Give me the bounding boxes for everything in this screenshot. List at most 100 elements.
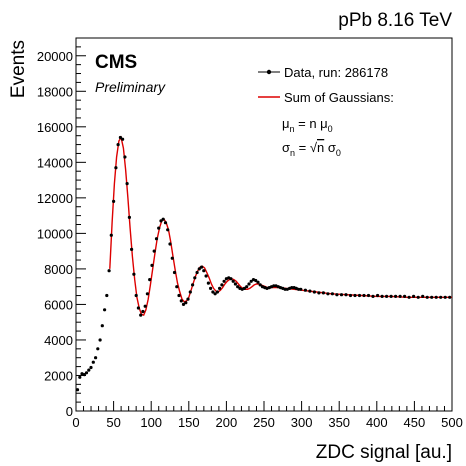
- data-point: [139, 313, 143, 317]
- y-tick-label: 16000: [37, 120, 73, 135]
- data-point: [211, 290, 215, 294]
- data-point: [177, 293, 181, 298]
- x-tick-label: 50: [106, 415, 120, 430]
- data-point: [152, 249, 156, 253]
- data-point: [132, 272, 136, 276]
- data-point: [385, 294, 389, 298]
- y-tick-label: 14000: [37, 155, 73, 170]
- data-point: [89, 365, 93, 370]
- y-tick-label: 12000: [37, 191, 73, 206]
- data-point: [303, 288, 307, 292]
- data-point: [233, 282, 237, 286]
- data-point: [103, 308, 107, 312]
- data-point: [245, 285, 249, 289]
- data-point: [179, 299, 183, 303]
- data-point: [123, 155, 127, 159]
- data-point: [116, 143, 120, 147]
- data-point: [121, 137, 125, 141]
- data-point: [78, 375, 82, 379]
- status-label: Preliminary: [95, 79, 166, 95]
- data-point: [254, 278, 258, 283]
- y-tick-label: 10000: [37, 226, 73, 241]
- data-point: [157, 226, 161, 230]
- data-point: [94, 356, 98, 360]
- x-tick-label: 450: [404, 415, 426, 430]
- y-tick-label: 4000: [44, 333, 73, 348]
- data-point: [229, 277, 233, 281]
- data-point: [389, 294, 393, 298]
- data-point: [168, 242, 172, 246]
- x-tick-label: 350: [328, 415, 350, 430]
- data-point: [213, 292, 217, 296]
- data-point: [181, 302, 186, 306]
- data-point: [344, 293, 348, 297]
- y-tick-label: 8000: [44, 262, 73, 277]
- data-point: [236, 285, 240, 289]
- data-point: [290, 286, 294, 290]
- data-point: [206, 281, 210, 285]
- y-tick-label: 20000: [37, 49, 73, 64]
- data-point: [330, 292, 334, 296]
- experiment-label: CMS: [95, 52, 137, 73]
- data-point: [91, 360, 95, 364]
- data-point: [308, 289, 312, 293]
- data-point: [348, 293, 353, 298]
- data-point: [317, 291, 321, 295]
- data-point: [170, 256, 174, 260]
- data-point: [448, 295, 452, 299]
- data-point: [220, 283, 224, 287]
- data-point: [109, 233, 113, 237]
- data-point: [371, 294, 375, 298]
- data-point: [209, 286, 213, 290]
- x-tick-label: 150: [178, 415, 200, 430]
- data-point: [114, 166, 118, 170]
- data-point: [130, 247, 134, 251]
- data-point: [84, 371, 89, 375]
- data-point: [134, 293, 138, 298]
- data-point: [416, 295, 420, 299]
- data-point: [191, 283, 195, 287]
- x-tick-label: 500: [441, 415, 463, 430]
- data-point: [366, 293, 371, 298]
- legend-data-label: Data, run: 286178: [284, 65, 388, 80]
- data-point: [96, 347, 100, 351]
- data-point: [425, 295, 429, 299]
- data-point: [175, 285, 179, 289]
- data-point: [215, 290, 219, 294]
- data-point: [312, 290, 316, 294]
- data-point: [231, 279, 235, 283]
- data-point: [148, 278, 152, 282]
- legend-fit-label: Sum of Gaussians:: [284, 90, 394, 105]
- legend: Data, run: 286178 Sum of Gaussians: μn =…: [258, 65, 394, 158]
- x-tick-label: 250: [253, 415, 275, 430]
- x-axis-label: ZDC signal [au.]: [316, 442, 452, 463]
- data-point: [258, 283, 262, 287]
- data-layer: [75, 135, 452, 392]
- data-point: [362, 293, 366, 298]
- data-point: [353, 293, 357, 298]
- data-point: [357, 293, 362, 298]
- data-point: [297, 287, 301, 291]
- legend-data-marker: [266, 69, 272, 75]
- x-tick-label: 400: [366, 415, 388, 430]
- data-point: [403, 294, 407, 298]
- energy-label: pPb 8.16 TeV: [338, 10, 452, 31]
- data-point: [247, 282, 251, 286]
- x-tick-label: 300: [291, 415, 313, 430]
- data-point: [184, 301, 188, 305]
- data-point: [193, 276, 197, 280]
- data-point: [434, 295, 438, 299]
- data-point: [188, 290, 192, 294]
- data-point: [218, 286, 222, 290]
- data-point: [172, 270, 177, 275]
- data-point: [112, 199, 116, 203]
- data-point: [299, 287, 303, 291]
- y-tick-label: 2000: [44, 368, 73, 383]
- data-point: [161, 217, 165, 221]
- data-point: [376, 293, 380, 298]
- y-tick-label: 0: [66, 404, 73, 419]
- data-point: [107, 269, 111, 273]
- data-point: [412, 294, 416, 298]
- data-point: [127, 215, 131, 219]
